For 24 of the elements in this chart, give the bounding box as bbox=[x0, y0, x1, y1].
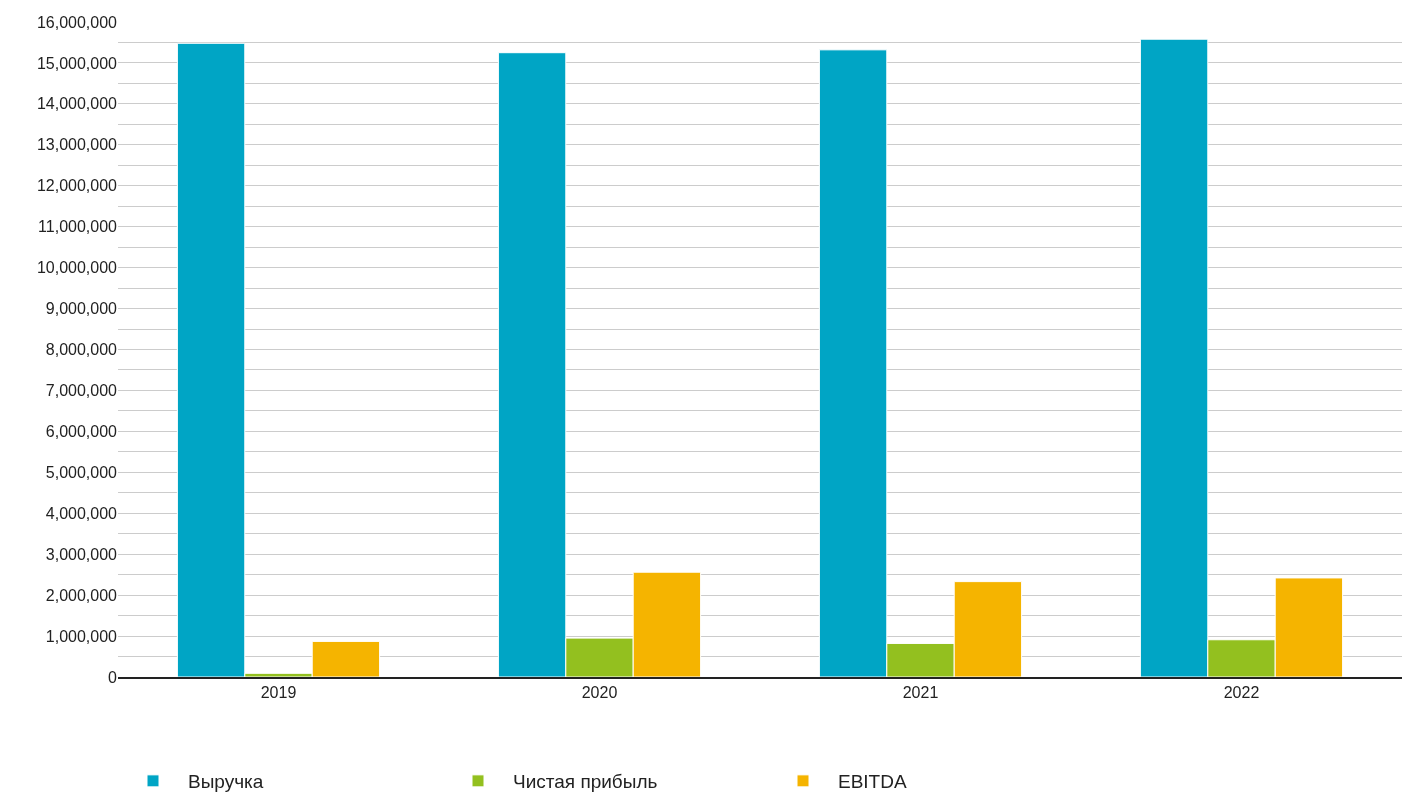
y-tick-label: 11,000,000 bbox=[38, 218, 118, 236]
legend-label: Чистая прибыль bbox=[513, 771, 658, 793]
y-tick-label: 0 bbox=[108, 668, 118, 686]
y-tick-label: 16,000,000 bbox=[36, 13, 118, 31]
y-tick-label: 10,000,000 bbox=[36, 259, 118, 277]
x-tick-label: 2019 bbox=[260, 684, 297, 702]
y-tick-label: 9,000,000 bbox=[45, 300, 118, 318]
legend-label: Выручка bbox=[188, 771, 264, 793]
y-tick-label: 15,000,000 bbox=[36, 54, 118, 72]
y-tick-label: 12,000,000 bbox=[36, 177, 118, 195]
y-tick-label: 3,000,000 bbox=[45, 545, 118, 563]
y-tick-label: 8,000,000 bbox=[45, 341, 118, 359]
y-tick-label: 4,000,000 bbox=[45, 504, 118, 522]
x-tick-label: 2022 bbox=[1223, 684, 1260, 702]
y-tick-label: 1,000,000 bbox=[45, 627, 118, 645]
legend-label: EBITDA bbox=[838, 771, 907, 793]
y-tick-label: 13,000,000 bbox=[36, 136, 118, 154]
x-tick-label: 2020 bbox=[581, 684, 618, 702]
x-tick-label: 2021 bbox=[902, 684, 939, 702]
y-tick-label: 6,000,000 bbox=[45, 422, 118, 440]
y-tick-label: 14,000,000 bbox=[36, 95, 118, 113]
y-tick-label: 5,000,000 bbox=[45, 463, 118, 481]
y-tick-label: 2,000,000 bbox=[45, 586, 118, 604]
y-tick-label: 7,000,000 bbox=[45, 382, 118, 400]
